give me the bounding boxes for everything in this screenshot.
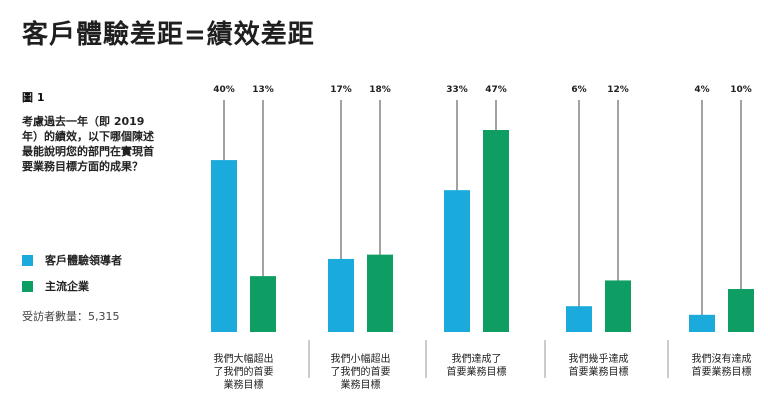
value-label: 47% [485, 85, 507, 95]
value-label: 18% [369, 85, 391, 95]
survey-question: 考慮過去一年（即 2019 年）的績效，以下哪個陳述最能說明您的部門在實現首要業… [22, 115, 154, 173]
category-label: 我們沒有達成首要業務目標 [692, 352, 752, 378]
bar [444, 190, 470, 332]
legend: 客戶體驗領導者 主流企業 [22, 252, 122, 304]
legend-label-mainstream: 主流企業 [45, 280, 89, 293]
value-label: 17% [330, 85, 352, 95]
category-label: 我們達成了首要業務目標 [447, 352, 507, 378]
category-label: 我們幾乎達成首要業務目標 [569, 352, 629, 378]
bar [367, 254, 393, 332]
value-label: 6% [571, 85, 586, 95]
category-label: 我們大幅超出了我們的首要業務目標 [214, 352, 274, 391]
value-label: 12% [607, 85, 629, 95]
bar [728, 289, 754, 332]
bar [328, 258, 354, 332]
bar [689, 314, 715, 332]
figure-label: 圖 1 [22, 91, 45, 104]
legend-label-leaders: 客戶體驗領導者 [45, 254, 122, 267]
value-label: 13% [252, 85, 274, 95]
bar [250, 276, 276, 332]
legend-swatch-leaders [22, 254, 33, 266]
bar [211, 160, 237, 332]
page-title: 客戶體驗差距=績效差距 [22, 20, 315, 50]
respondent-count: 受訪者數量：5,315 [22, 310, 120, 323]
value-label: 10% [730, 85, 752, 95]
bar [566, 306, 592, 332]
bar [483, 130, 509, 332]
value-label: 40% [213, 85, 235, 95]
value-label: 4% [694, 85, 709, 95]
legend-item-leaders: 客戶體驗領導者 [22, 252, 122, 268]
category-label: 我們小幅超出了我們的首要業務目標 [331, 352, 391, 391]
bar [605, 280, 631, 332]
legend-swatch-mainstream [22, 280, 33, 292]
legend-item-mainstream: 主流企業 [22, 278, 122, 294]
value-label: 33% [446, 85, 468, 95]
